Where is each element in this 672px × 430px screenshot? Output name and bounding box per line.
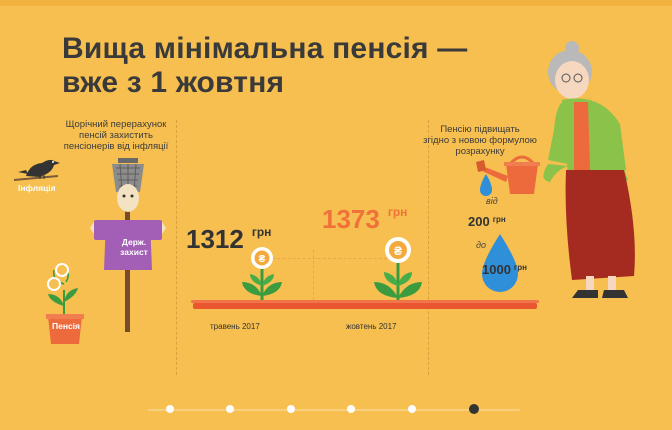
pager-dot[interactable] [166, 405, 174, 413]
value-may-unit: грн [251, 225, 272, 239]
date-oct: жовтень 2017 [346, 322, 397, 331]
grandmother-illustration [543, 41, 635, 298]
garden-bed [193, 303, 537, 309]
pager-dot[interactable] [469, 404, 479, 414]
page-title: Вища мінімальна пенсія — вже з 1 жовтня [62, 32, 468, 100]
svg-text:Інфляція: Інфляція [18, 183, 56, 193]
top-accent-bar [0, 0, 672, 6]
big-plant-icon: ₴ [374, 237, 422, 302]
left-caption-line3: пенсіонерів від інфляції [63, 141, 169, 152]
drop-to-value: 1000 грн [482, 262, 527, 277]
right-caption-line1: Пенсію підвищать [440, 124, 520, 135]
left-caption-line2: пенсій захистить [79, 130, 153, 141]
drop-to-unit: грн [513, 263, 527, 272]
drop-from-label: від [486, 196, 498, 206]
pager-dot[interactable] [347, 405, 355, 413]
right-caption: Пенсію підвищать згідно з новою формулою… [420, 124, 540, 157]
value-oct-amount: 1373 [322, 204, 380, 234]
pager-dot[interactable] [287, 405, 295, 413]
value-oct: 1373 грн [322, 204, 407, 235]
pension-plant-illustration [46, 263, 84, 344]
right-caption-line3: розрахунку [455, 146, 505, 157]
drop-to-amount: 1000 [482, 262, 511, 277]
svg-text:₴: ₴ [259, 254, 266, 265]
value-may-amount: 1312 [186, 224, 244, 254]
watering-can-icon [476, 155, 540, 194]
divider-right [428, 120, 429, 375]
small-plant-icon: ₴ [242, 247, 282, 300]
crow-icon [13, 159, 60, 181]
svg-text:Держ.: Держ. [122, 237, 146, 247]
right-caption-line2: згідно з новою формулою [423, 135, 537, 146]
svg-text:захист: захист [120, 247, 148, 257]
big-drop-icon [482, 234, 518, 292]
scarecrow-illustration [90, 158, 166, 332]
drop-from-unit: грн [492, 215, 506, 224]
page-title-line1: Вища мінімальна пенсія — [62, 32, 468, 65]
divider-left [176, 120, 177, 375]
date-may: травень 2017 [210, 322, 260, 331]
svg-text:₴: ₴ [394, 244, 402, 258]
drop-to-label: до [476, 240, 486, 250]
garden-bed-top [191, 300, 539, 303]
pager-track [148, 409, 520, 411]
scarecrow-sign: Держ. захист [120, 237, 148, 257]
svg-text:Пенсія: Пенсія [52, 321, 80, 331]
value-may: 1312 грн [186, 224, 271, 255]
left-caption: Щорічний перерахунок пенсій захистить пе… [56, 119, 176, 152]
small-drop-icon [480, 174, 492, 196]
pension-pot-label: Пенсія [52, 321, 80, 331]
inflation-label: Інфляція [18, 183, 56, 193]
drop-from-value: 200 грн [468, 214, 506, 229]
left-caption-line1: Щорічний перерахунок [65, 119, 167, 130]
growth-tick [313, 250, 314, 300]
growth-line [262, 258, 392, 259]
value-oct-unit: грн [387, 205, 408, 219]
pager-dot[interactable] [408, 405, 416, 413]
drop-from-amount: 200 [468, 214, 490, 229]
pager-dot[interactable] [226, 405, 234, 413]
page-title-line2: вже з 1 жовтня [62, 66, 285, 99]
